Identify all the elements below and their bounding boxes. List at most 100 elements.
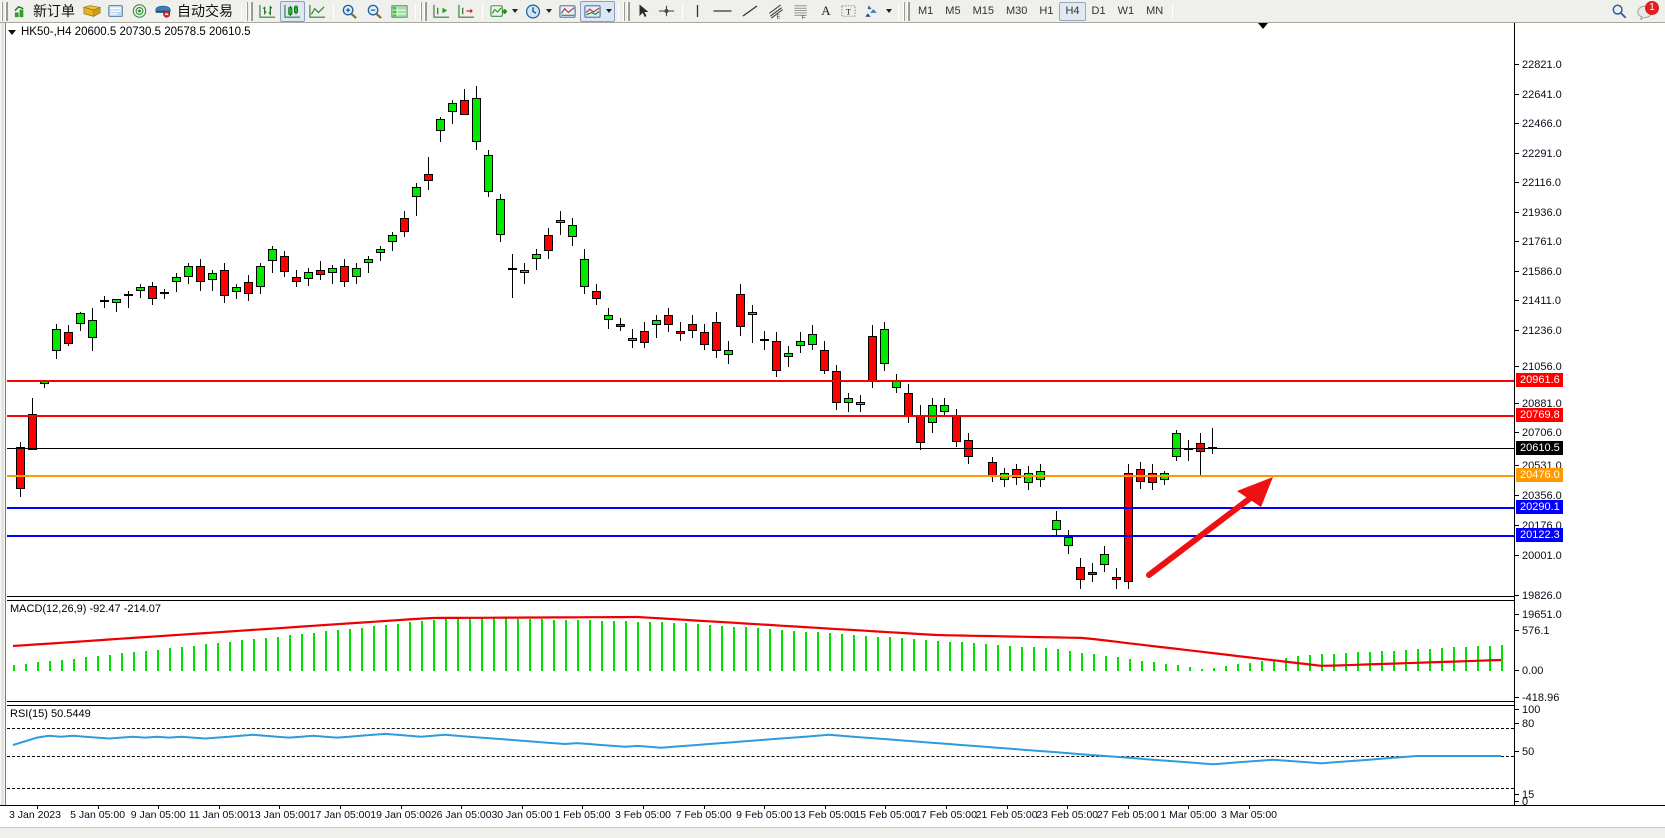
crosshair-button[interactable] (654, 1, 679, 22)
templates-button[interactable] (555, 1, 580, 22)
tab-timeframe-h1[interactable]: H1 (1039, 5, 1054, 17)
folder-button[interactable] (80, 1, 104, 22)
resistance-level-2-badge[interactable]: 20769.8 (1516, 408, 1563, 422)
chevron-down-icon-4[interactable] (886, 9, 892, 13)
candlestick (280, 23, 289, 596)
zoom-out-button[interactable] (362, 1, 387, 22)
candle-body (220, 269, 229, 296)
equidistant-channel-button[interactable]: E (763, 1, 789, 22)
candlestick (544, 23, 553, 596)
candle-wick (44, 380, 45, 388)
toolbar-separator-7 (898, 2, 899, 20)
macd-histogram-bar (1009, 645, 1011, 671)
tab-timeframe-mn[interactable]: MN (1146, 5, 1164, 17)
objects-button[interactable] (860, 1, 895, 22)
indicators-button[interactable] (486, 1, 521, 22)
signal-button[interactable] (128, 1, 151, 22)
support-level-1-line[interactable] (7, 507, 1514, 509)
chart-left-scale-border (0, 23, 6, 828)
time-axis-tick (885, 806, 887, 809)
vline-button[interactable] (686, 1, 708, 22)
macd-histogram-bar (1369, 651, 1371, 671)
pivot-level-line[interactable] (7, 475, 1514, 477)
line-chart-icon (309, 4, 326, 18)
macd-histogram-bar (241, 640, 243, 671)
toolbar-grip-4[interactable] (623, 1, 630, 21)
support-level-2-line[interactable] (7, 535, 1514, 537)
candlestick (400, 23, 409, 596)
current-price-level-line[interactable] (7, 448, 1514, 449)
bar-chart-button[interactable] (255, 1, 280, 22)
tab-timeframe-h4[interactable]: H4 (1059, 1, 1086, 21)
tab-timeframe-d1[interactable]: D1 (1091, 5, 1106, 17)
support-level-1-badge[interactable]: 20290.1 (1516, 500, 1563, 514)
text-button[interactable]: A (815, 1, 837, 22)
candlestick (232, 23, 241, 596)
periods-button[interactable] (521, 1, 555, 22)
time-axis[interactable]: 3 Jan 2023 5 Jan 05:00 9 Jan 05:00 11 Jan 0… (0, 805, 1665, 827)
hline-button[interactable] (708, 1, 737, 22)
new-order-icon (14, 5, 24, 17)
price-axis-tick: 22466.0 (1515, 118, 1665, 130)
time-axis-tick (764, 806, 766, 809)
macd-histogram-bar (337, 630, 339, 671)
chart-area[interactable]: HK50-,H4 20600.5 20730.5 20578.5 20610.5… (0, 23, 1665, 838)
line-chart-button[interactable] (305, 1, 330, 22)
macd-histogram-bar (1441, 648, 1443, 671)
search-button[interactable] (1607, 1, 1632, 22)
zoom-in-button[interactable] (337, 1, 362, 22)
new-order-button[interactable]: 新订单 (10, 1, 80, 22)
current-price-level-badge[interactable]: 20610.5 (1516, 441, 1563, 455)
pivot-level-badge[interactable]: 20476.0 (1516, 468, 1563, 482)
chevron-down-icon-3[interactable] (606, 9, 612, 13)
fibonacci-button[interactable]: F (789, 1, 815, 22)
tab-timeframe-m15[interactable]: M15 (972, 5, 994, 17)
tab-timeframe-m1[interactable]: M1 (918, 5, 934, 17)
chevron-down-icon-symbol[interactable] (8, 29, 16, 35)
templates-select-button[interactable] (580, 0, 615, 22)
chevron-down-icon-2[interactable] (546, 9, 552, 13)
trendline-button[interactable] (737, 1, 763, 22)
rsi-panel[interactable]: RSI(15) 50.5449 (7, 706, 1514, 806)
data-window-button[interactable] (104, 1, 128, 22)
rsi-title: RSI(15) 50.5449 (10, 708, 91, 720)
alerts-button[interactable]: 1 (1632, 0, 1659, 22)
candle-body (76, 313, 85, 324)
toolbar-grip[interactable] (1, 1, 8, 21)
resistance-level-1-badge[interactable]: 20961.6 (1516, 373, 1563, 387)
zoom-in-icon (342, 4, 357, 19)
auto-trading-button[interactable]: 自动交易 (151, 1, 238, 22)
resistance-level-2-line[interactable] (7, 415, 1514, 417)
price-axis-tick: 20001.0 (1515, 550, 1665, 562)
price-panel[interactable] (7, 23, 1514, 596)
chart-grid-button[interactable] (387, 1, 412, 22)
resistance-level-1-line[interactable] (7, 380, 1514, 382)
price-axis[interactable]: 22821.0 22641.0 22466.0 22291.0 22116.0 21936… (1514, 23, 1665, 828)
support-level-2-badge[interactable]: 20122.3 (1516, 528, 1563, 542)
cursor-button[interactable] (632, 1, 654, 22)
macd-histogram-bar (13, 665, 15, 671)
rsi-axis-tick: 15 (1515, 789, 1665, 801)
macd-panel[interactable]: MACD(12,26,9) -92.47 -214.07 (7, 601, 1514, 701)
tab-timeframe-w1[interactable]: W1 (1117, 5, 1135, 17)
chevron-down-icon[interactable] (512, 9, 518, 13)
candle-body (796, 341, 805, 347)
chart-shift-button[interactable] (454, 1, 479, 22)
candlestick-chart-button[interactable] (280, 0, 305, 22)
candle-wick (1200, 432, 1201, 477)
toolbar-grip-3[interactable] (420, 1, 427, 21)
toolbar-grip-2[interactable] (246, 1, 253, 21)
time-axis-tick (1188, 806, 1190, 809)
candlestick (532, 23, 541, 596)
hline-icon (713, 10, 732, 12)
candlestick (604, 23, 613, 596)
tab-timeframe-m30[interactable]: M30 (1005, 5, 1028, 17)
time-axis-tick (582, 806, 584, 809)
toolbar-grip-5[interactable] (903, 1, 910, 21)
candlestick (1052, 23, 1061, 596)
tab-timeframe-m5[interactable]: M5 (945, 5, 961, 17)
auto-scroll-button[interactable] (429, 1, 454, 22)
text-label-button[interactable]: T (837, 1, 860, 22)
candle-body (1076, 566, 1085, 581)
time-axis-label: 21 Feb 05:00 (975, 809, 1038, 821)
